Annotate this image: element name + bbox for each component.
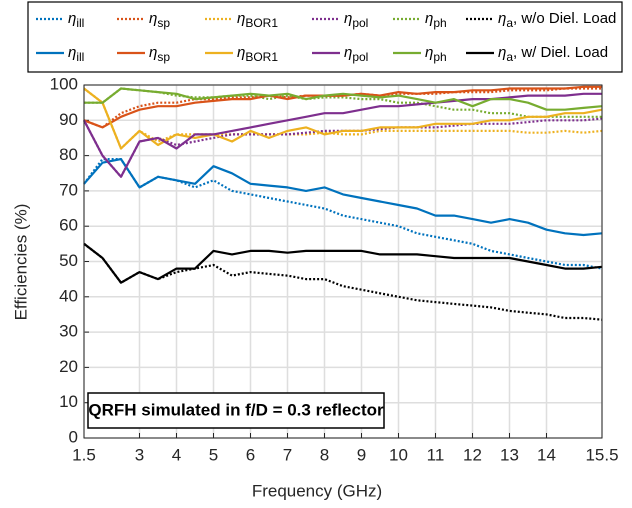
y-tick-label: 90 — [59, 110, 78, 129]
x-tick-label: 9 — [357, 445, 366, 464]
y-tick-label: 70 — [59, 180, 78, 199]
legend-label: ηpol — [344, 44, 368, 64]
series-line — [83, 158, 603, 237]
legend-label: ηill — [68, 44, 84, 64]
legend-label: ηph — [425, 10, 447, 30]
y-tick-label: 30 — [59, 322, 78, 341]
x-tick-label: 12 — [463, 445, 482, 464]
legend-label: ηsp — [149, 10, 170, 30]
x-tick-label: 3 — [135, 445, 144, 464]
x-tick-label: 6 — [246, 445, 255, 464]
y-tick-label: 100 — [50, 74, 78, 93]
x-tick-label: 8 — [320, 445, 329, 464]
plot-frame — [83, 84, 603, 439]
y-tick-label: 0 — [69, 427, 78, 446]
series-line — [84, 87, 602, 118]
legend-label: ηa, w/ Diel. Load — [498, 44, 608, 64]
legend-box — [27, 1, 623, 73]
x-tick-label: 4 — [172, 445, 181, 464]
legend: ηill ηsp ηBOR1 ηpol ηph ηa, w/o Diel. Load ηil… — [27, 1, 623, 73]
x-tick-label: 14 — [537, 445, 556, 464]
y-tick-label: 10 — [59, 392, 78, 411]
annotation: QRFH simulated in f/D = 0.3 reflector — [88, 400, 384, 419]
x-tick-label: 1.5 — [72, 445, 96, 464]
y-tick-label: 40 — [59, 286, 78, 305]
y-tick-label: 50 — [59, 251, 78, 270]
x-tick-label: 13 — [500, 445, 519, 464]
x-axis-label: Frequency (GHz) — [252, 481, 382, 500]
legend-label: ηa, w/o Diel. Load — [498, 10, 616, 30]
x-tick-label: 10 — [389, 445, 408, 464]
series-line — [83, 92, 602, 178]
series-line — [83, 87, 603, 150]
x-tick-label: 7 — [283, 445, 292, 464]
series-line — [83, 242, 603, 321]
x-tick-label: 5 — [209, 445, 218, 464]
legend-label: ηill — [68, 10, 84, 30]
legend-label: ηBOR1 — [237, 10, 278, 30]
series-line — [83, 242, 603, 284]
annotation-box — [87, 392, 385, 429]
y-tick-label: 80 — [59, 145, 78, 164]
legend-label: ηpol — [344, 10, 368, 30]
y-axis-label: Efficiencies (%) — [11, 204, 30, 321]
y-tick-label: 20 — [59, 357, 78, 376]
legend-label: ηBOR1 — [237, 44, 278, 64]
series-line — [83, 85, 602, 129]
x-tick-label: 11 — [427, 445, 445, 464]
series-line — [83, 87, 602, 129]
series-line — [84, 87, 603, 111]
legend-label: ηph — [425, 44, 447, 64]
y-tick-label: 60 — [59, 216, 78, 235]
x-tick-label: 15.5 — [585, 445, 618, 464]
legend-label: ηsp — [149, 44, 170, 64]
